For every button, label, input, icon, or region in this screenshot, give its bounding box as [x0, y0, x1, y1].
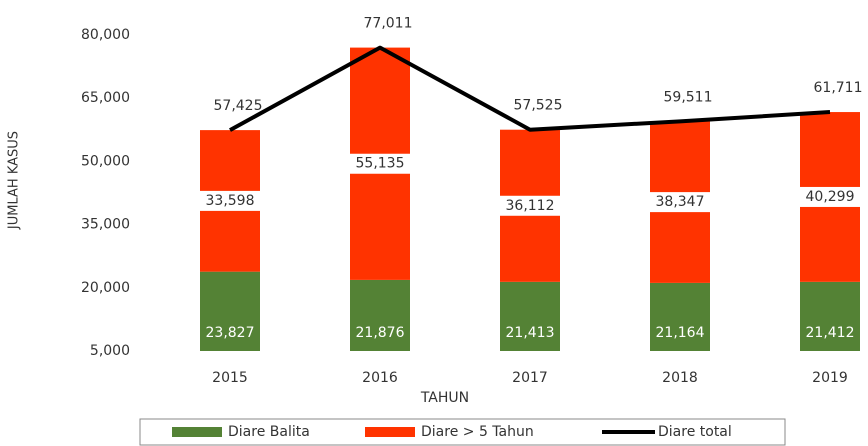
bar-segment: [350, 279, 410, 351]
x-tick-label: 2015: [212, 370, 248, 386]
bar-segment: [500, 281, 560, 351]
x-tick-label: 2018: [662, 370, 698, 386]
x-tick-label: 2017: [512, 370, 548, 386]
data-label-bg: [648, 192, 712, 213]
legend-label: Diare > 5 Tahun: [421, 424, 534, 440]
data-label: 55,135: [356, 156, 405, 172]
bar-segment: [200, 271, 260, 351]
data-label: 77,011: [364, 16, 413, 32]
data-label-bg: [798, 186, 862, 207]
y-tick-label: 20,000: [81, 280, 130, 296]
data-label: 21,412: [806, 325, 855, 341]
data-label-bg: [498, 195, 562, 216]
legend-swatch: [365, 427, 415, 437]
data-label: 21,413: [506, 325, 555, 341]
data-label: 33,598: [206, 193, 255, 209]
data-label-bg: [348, 153, 412, 174]
x-tick-label: 2019: [812, 370, 848, 386]
data-label: 21,164: [656, 325, 705, 341]
data-label: 61,711: [814, 80, 863, 96]
x-axis-label: TAHUN: [420, 390, 469, 406]
y-tick-label: 50,000: [81, 153, 130, 169]
y-tick-label: 65,000: [81, 90, 130, 106]
data-label: 21,876: [356, 325, 405, 341]
legend-label: Diare Balita: [228, 424, 310, 440]
data-label: 38,347: [656, 194, 705, 210]
data-label: 40,299: [806, 189, 855, 205]
y-axis-label: JUMLAH KASUS: [7, 131, 22, 230]
data-label: 57,525: [514, 98, 563, 114]
legend-swatch: [172, 427, 222, 437]
data-label-bg: [198, 190, 262, 211]
data-label: 57,425: [214, 98, 263, 114]
legend-label: Diare total: [658, 424, 732, 440]
legend-box: [139, 418, 786, 446]
bar-segment: [650, 282, 710, 351]
total-line: [229, 45, 831, 132]
bar-segment: [800, 281, 860, 351]
y-tick-label: 5,000: [90, 343, 130, 359]
y-tick-label: 35,000: [81, 217, 130, 233]
data-label: 36,112: [506, 198, 555, 214]
data-label: 59,511: [664, 89, 713, 105]
y-tick-label: 80,000: [81, 27, 130, 43]
data-label: 23,827: [206, 325, 255, 341]
x-tick-label: 2016: [362, 370, 398, 386]
